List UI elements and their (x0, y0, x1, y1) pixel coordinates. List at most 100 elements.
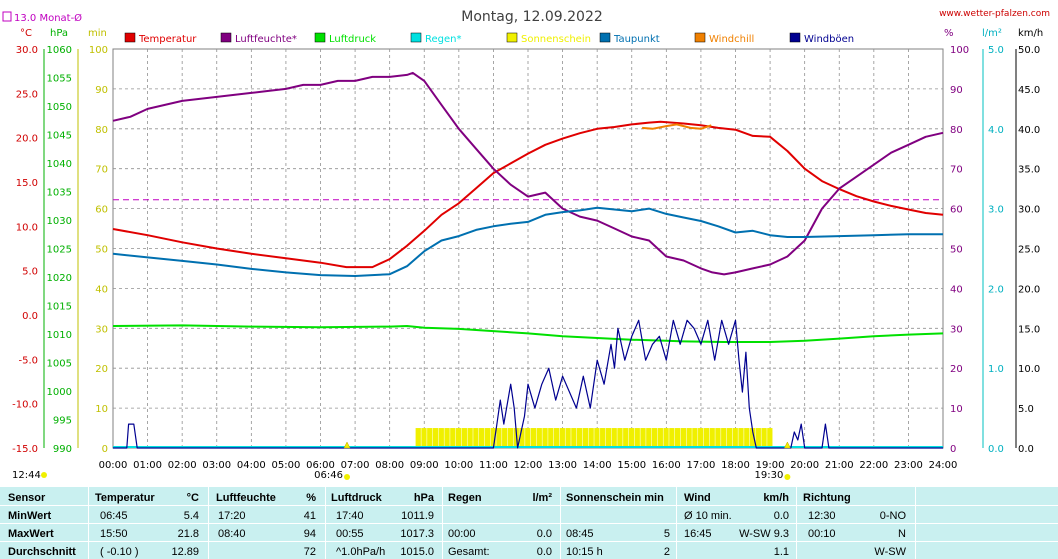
row-label: MinWert (8, 510, 52, 522)
pct-tick-label: 0 (950, 444, 956, 455)
sunshine-bar (484, 428, 491, 448)
sunshine-bar (600, 428, 606, 448)
x-tick-label: 13:00 (548, 460, 577, 471)
sunshine-bar (749, 428, 756, 448)
pct-tick-label: 80 (950, 125, 963, 136)
x-tick-label: 16:00 (652, 460, 681, 471)
sunshine-bar (507, 428, 514, 448)
wind-tick-label: 15.0 (1018, 324, 1040, 335)
wind-tick-label: 0.0 (1018, 444, 1034, 455)
sunshine-bar (623, 428, 629, 448)
sunshine-bar (571, 428, 577, 448)
sunshine-bar (536, 428, 542, 448)
press-tick-label: 1010 (47, 330, 72, 341)
x-tick-label: 12:00 (514, 460, 543, 471)
sun-value: 5 (663, 528, 670, 540)
x-tick-label: 24:00 (929, 460, 958, 471)
sunrise-label: 06:46 (314, 470, 343, 481)
legend-label: Taupunkt (613, 34, 660, 45)
sunshine-bar (559, 428, 565, 448)
wind-tick-label: 5.0 (1018, 404, 1034, 415)
unit-temp: °C (20, 28, 32, 39)
pct-tick-label: 90 (950, 85, 963, 96)
temp-value: 5.4 (183, 510, 199, 522)
wind-tick-label: 35.0 (1018, 165, 1040, 176)
press-time: 17:40 (336, 510, 364, 522)
wind-tick-label: 30.0 (1018, 205, 1040, 216)
sunrise-dot (344, 474, 351, 480)
x-tick-label: 18:00 (721, 460, 750, 471)
x-tick-label: 15:00 (617, 460, 646, 471)
series-taupunkt (112, 206, 943, 277)
press-time: 00:55 (336, 528, 364, 540)
temp-tick-label: 25.0 (16, 89, 38, 100)
legend-label: Windböen (804, 34, 854, 45)
wind-time: Ø 10 min. (684, 510, 732, 522)
sunshine-bar (761, 428, 767, 448)
sunshine-bar (767, 428, 773, 448)
min-tick-label: 70 (95, 165, 108, 176)
row-label: MaxWert (8, 528, 54, 540)
press-tick-label: 1025 (47, 245, 72, 256)
series-luftdruck (112, 324, 944, 343)
chart-legend: Temperatur Luftfeuchte* Luftdruck Regen* Son… (124, 32, 854, 45)
x-tick-label: 17:00 (687, 460, 716, 471)
hdr-rain-unit: l/m² (532, 492, 552, 504)
legend-label: Temperatur (138, 34, 197, 45)
row-separator (0, 541, 1058, 542)
hum-time: 17:20 (218, 510, 246, 522)
x-tick-label: 07:00 (341, 460, 370, 471)
press-tick-label: 1000 (47, 387, 72, 398)
dir-value: N (898, 528, 906, 540)
sunset-triangle (783, 441, 791, 449)
sunshine-bar (467, 428, 473, 448)
hdr-sonnenschein: Sonnenschein min (566, 492, 664, 504)
rain-tick-label: 5.0 (988, 45, 1004, 56)
sunshine-bar (744, 428, 750, 448)
monthly-avg-label: 13.0 Monat-Ø (14, 12, 82, 24)
min-tick-label: 0 (102, 444, 108, 455)
temp-tick-label: 20.0 (16, 134, 38, 145)
sunshine-bar (479, 428, 485, 448)
hdr-temperatur: Temperatur (95, 492, 155, 504)
sunshine-bar (680, 428, 687, 448)
chart-title: Montag, 12.09.2022 (461, 9, 603, 25)
sunshine-bar (444, 428, 450, 448)
hum-value: 72 (303, 546, 316, 558)
press-tick-label: 995 (53, 416, 72, 427)
hdr-hum-unit: % (306, 492, 316, 504)
rain-time: Gesamt: (448, 546, 490, 558)
min-tick-label: 60 (95, 205, 108, 216)
temp-tick-label: -5.0 (18, 355, 38, 366)
hdr-wind: Wind (684, 492, 711, 504)
sunshine-bar (674, 428, 681, 448)
row-separator (0, 523, 1058, 524)
rain-time: 00:00 (448, 528, 476, 540)
x-tick-label: 02:00 (168, 460, 197, 471)
sunshine-bar (605, 428, 612, 448)
press-value: 1017.3 (400, 528, 434, 540)
weather-chart: Montag, 12.09.2022 www.wetter-pfalzen.co… (2, 9, 1050, 481)
wind-tick-label: 45.0 (1018, 85, 1040, 96)
dir-value: W-SW (874, 546, 906, 558)
hdr-temp-unit: °C (186, 492, 199, 504)
temp-time: 15:50 (100, 528, 128, 540)
sunshine-bar (461, 428, 467, 448)
legend-label: Luftfeuchte* (235, 34, 297, 45)
sunshine-bar (686, 428, 692, 448)
sun-time: 10:15 h (566, 546, 603, 558)
x-tick-label: 05:00 (272, 460, 301, 471)
sun-value: 2 (663, 546, 670, 558)
x-tick-label: 19:00 (756, 460, 785, 471)
min-tick-label: 90 (95, 85, 108, 96)
sunshine-bar (657, 428, 663, 448)
wind-value: 1.1 (773, 546, 789, 558)
sunshine-bar (473, 428, 479, 448)
sunrise-triangle (343, 441, 351, 449)
min-tick-label: 50 (95, 245, 108, 256)
site-link[interactable]: www.wetter-pfalzen.com (939, 9, 1050, 19)
hdr-wind-unit: km/h (763, 492, 789, 504)
sunshine-bar (726, 428, 733, 448)
legend-swatch (789, 32, 801, 43)
x-tick-label: 09:00 (410, 460, 439, 471)
